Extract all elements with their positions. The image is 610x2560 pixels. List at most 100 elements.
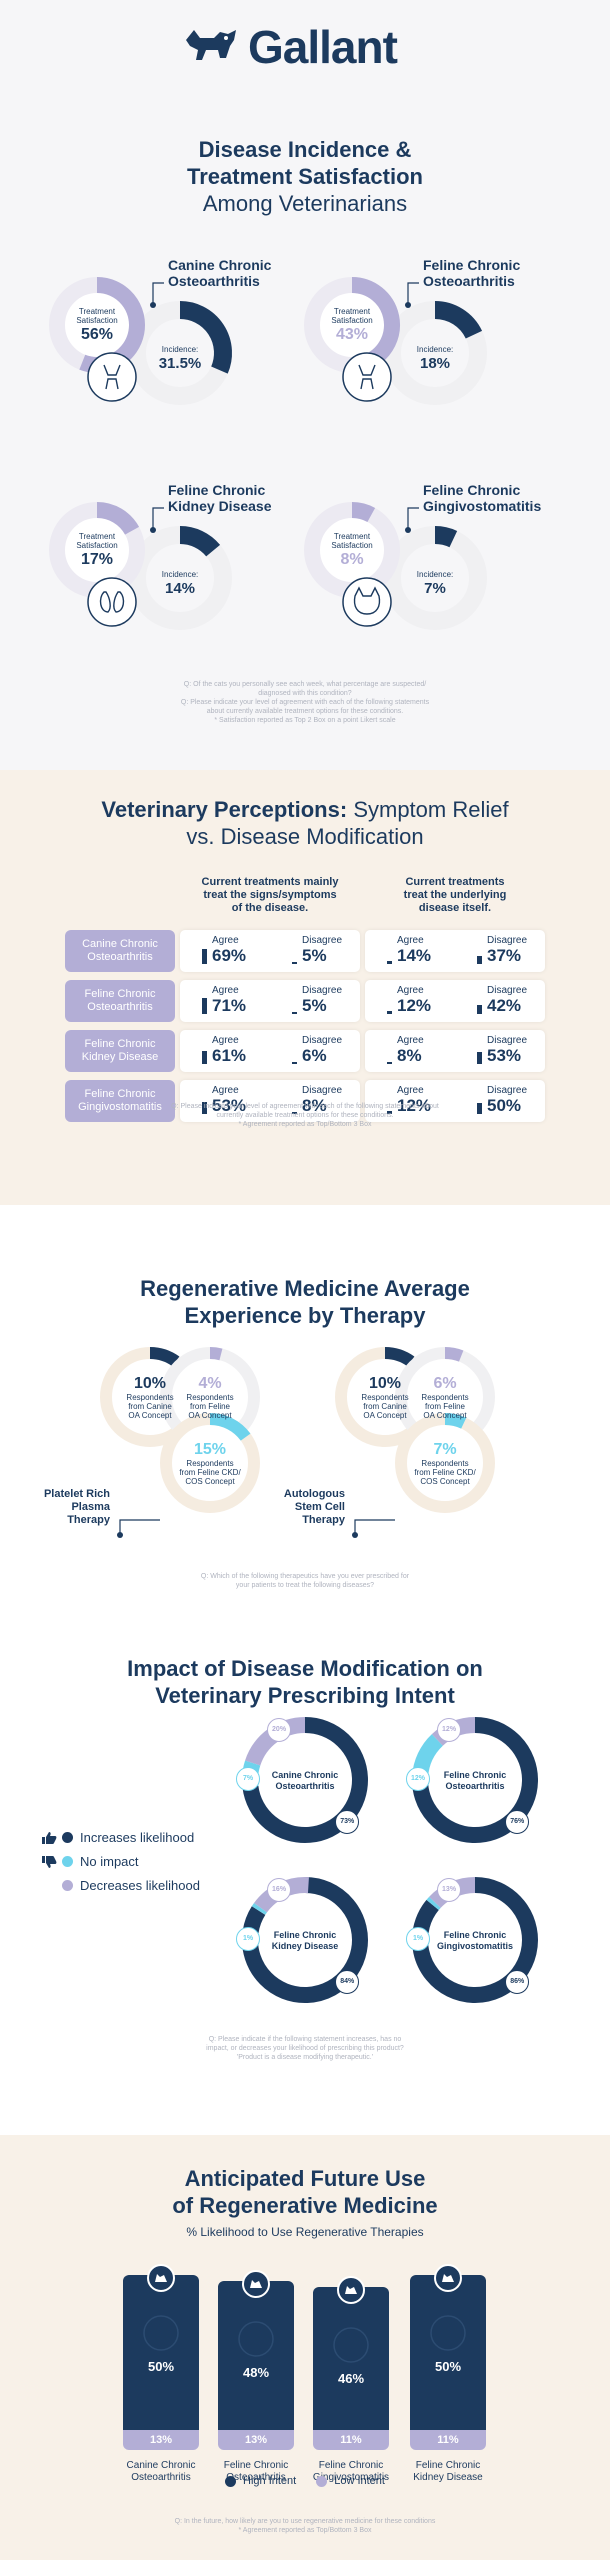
row-label: Feline Chronic Kidney Disease <box>65 1030 175 1072</box>
footnote-line: * Agreement reported as Top/Bottom 3 Box <box>238 2527 372 2534</box>
incidence-donuts <box>304 502 487 630</box>
footnote-line: Q: Please indicate your level of agreeme… <box>180 699 430 706</box>
donut-sublabel: Respondents <box>361 1393 409 1402</box>
legend-label: Increases likelihood <box>80 1830 195 1845</box>
watermark-icon <box>430 2315 466 2351</box>
footnote-line: currently available treatment options fo… <box>216 1112 394 1119</box>
legend-swatch <box>225 2475 237 2487</box>
donut-arc <box>444 1413 467 1429</box>
value-bar <box>477 1052 482 1064</box>
low-intent-bar <box>410 2430 486 2450</box>
title-connector <box>407 282 419 305</box>
value-bar <box>387 1011 392 1014</box>
footnote-line: Q: Which of the following therapeutics h… <box>200 1573 410 1580</box>
donut-sublabel: from Canine <box>128 1402 172 1411</box>
value-bubble: 86% <box>505 1969 530 1994</box>
title-bold: Veterinary Perceptions: <box>101 797 348 822</box>
cat-mouth-icon <box>353 586 381 615</box>
impact-label: Feline Chronic Kidney Disease <box>265 1930 345 1952</box>
section3-footnote: Q: Which of the following therapeutics h… <box>150 1572 460 1590</box>
watermark-ring <box>143 2315 179 2351</box>
joint-icon <box>358 364 376 390</box>
section4-footnote: Q: Please indicate if the following stat… <box>150 2035 460 2062</box>
kidney-icon <box>99 591 125 613</box>
label-line: Feline Chronic <box>318 2460 384 2471</box>
icon-glyph <box>442 2274 454 2282</box>
footnote-line: your patients to treat the following dis… <box>235 1582 375 1589</box>
incidence-value: 31.5% <box>158 355 202 372</box>
joint-icon <box>87 352 137 402</box>
satisfaction-label: Treatment <box>78 307 116 316</box>
joint-icon <box>342 352 392 402</box>
no-impact-arc <box>426 1896 441 1911</box>
experience-donuts <box>335 1347 495 1538</box>
watermark-ring <box>430 2315 466 2351</box>
disagree-label: Disagree <box>302 985 343 996</box>
satisfaction-arc <box>96 502 140 535</box>
header-line: treat the signs/symptoms <box>203 889 337 901</box>
agree-value: 12% <box>397 996 432 1015</box>
donut-sublabel: OA Concept <box>128 1411 172 1420</box>
satisfaction-bg <box>312 510 392 590</box>
disease-title: Feline Chronic Gingivostomatitis <box>423 482 541 514</box>
brand-logo[interactable]: Gallant <box>180 20 430 76</box>
label-line: Osteoarthritis <box>87 1001 153 1013</box>
satisfaction-value: 43% <box>335 326 369 343</box>
low-intent-value: 11% <box>340 2434 362 2446</box>
footnote-line: Q: In the future, how likely are you to … <box>174 2518 436 2525</box>
donut-sublabel: Respondents <box>421 1459 469 1468</box>
donut-sublabel: COS Concept <box>185 1477 235 1486</box>
value-bubble: 16% <box>267 1877 292 1902</box>
legend-label: No impact <box>80 1854 139 1869</box>
low-intent-value: 13% <box>244 2434 268 2446</box>
dog-logo-icon <box>186 30 236 60</box>
connector-dot <box>352 1532 358 1538</box>
connector-dot <box>405 527 411 533</box>
value-bubble: 12% <box>437 1717 462 1742</box>
disease-title: Canine Chronic Osteoarthritis <box>168 257 271 289</box>
col2-header: Current treatments treat the underlying … <box>365 876 545 915</box>
therapy-line: Platelet Rich <box>43 1488 110 1500</box>
donut-label: 7% Respondents from Feline CKD/COS Concept <box>407 1441 483 1486</box>
value-bubble: 12% <box>406 1766 431 1791</box>
icon-glyph <box>155 2274 167 2282</box>
title-line: Feline Chronic <box>423 257 521 273</box>
donut-sublabel: COS Concept <box>420 1477 470 1486</box>
therapy-line: Stem Cell <box>294 1501 345 1513</box>
value-bar <box>202 1102 207 1114</box>
therapy-connector <box>354 1519 395 1535</box>
label-line: Canine Chronic <box>82 938 158 950</box>
footnote-line: diagnosed with this condition? <box>258 690 352 697</box>
title-connector <box>152 507 164 530</box>
donut-value: 15% <box>193 1441 227 1458</box>
footnote-line: * Agreement reported as Top/Bottom 3 Box <box>238 1121 372 1128</box>
satisfaction-label: Satisfaction <box>331 541 373 550</box>
therapy-line: Therapy <box>302 1514 345 1526</box>
perception-cell: Agree 71% Disagree 5% <box>180 980 360 1022</box>
label-line: Osteoarthritis <box>275 1781 335 1791</box>
high-intent-bar <box>313 2287 389 2440</box>
value-bubble: 76% <box>505 1809 530 1834</box>
disagree-value: 5% <box>302 996 327 1015</box>
label-line: Osteoarthritis <box>131 2472 191 2483</box>
donut-arc <box>149 1347 180 1367</box>
disagree-value: 5% <box>302 946 327 965</box>
perception-cell: Agree 14% Disagree 37% <box>365 930 545 972</box>
header-line: Current treatments mainly <box>201 876 339 888</box>
perception-cell: Agree 8% Disagree 53% <box>365 1030 545 1072</box>
agree-value: 14% <box>397 946 432 965</box>
section2-title: Veterinary Perceptions: Symptom Relief v… <box>0 796 610 850</box>
label-line: Gingivostomatitis <box>436 1941 513 1951</box>
agree-label: Agree <box>397 985 424 996</box>
header-line: of the disease. <box>231 902 309 914</box>
section5-title: Anticipated Future Use of Regenerative M… <box>0 2165 610 2239</box>
category-label: Canine Chronic Osteoarthritis <box>111 2460 211 2484</box>
footnote-line: about currently available treatment opti… <box>206 708 404 715</box>
satisfaction-value: 8% <box>340 551 364 568</box>
label-line: Kidney Disease <box>81 1051 159 1063</box>
legend-label: Decreases likelihood <box>80 1878 200 1893</box>
incidence-arc <box>434 526 458 548</box>
disagree-label: Disagree <box>487 935 528 946</box>
icon-glyph <box>345 2286 357 2295</box>
donut-sublabel: from Canine <box>363 1402 407 1411</box>
